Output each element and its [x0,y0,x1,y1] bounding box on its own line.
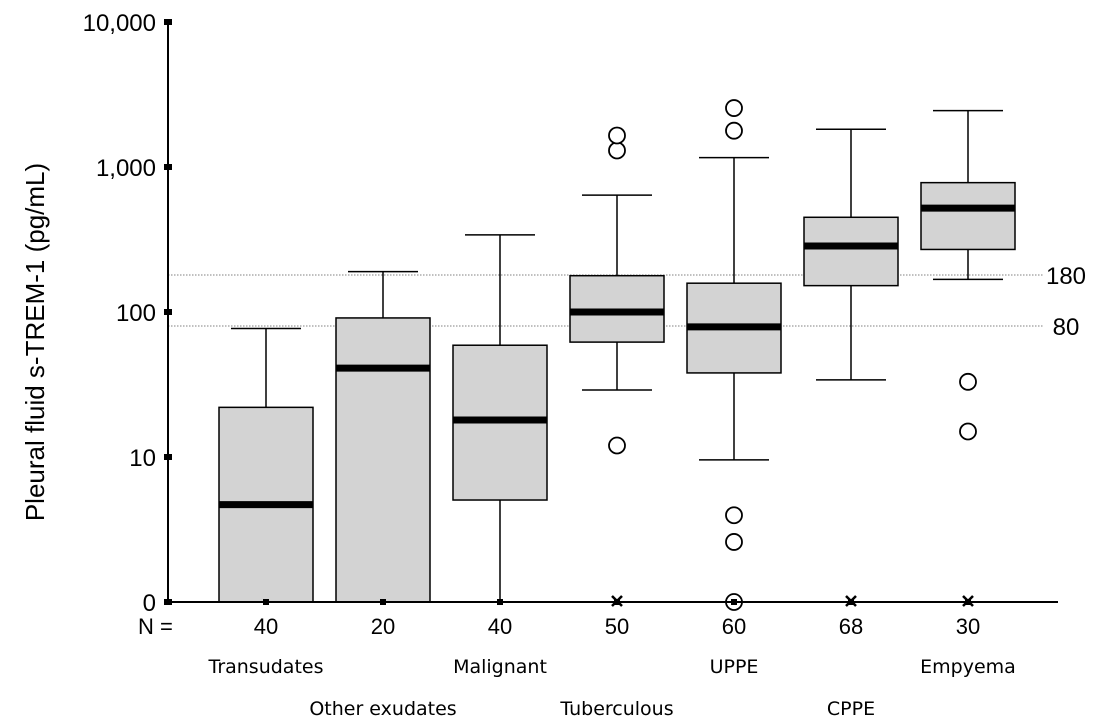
box-group [218,327,314,605]
n-count-label: 60 [722,614,746,639]
y-axis-title: Pleural fluid s-TREM-1 (pg/mL) [20,163,50,521]
y-tick-label: 10 [129,445,156,472]
box-group [335,270,431,605]
iqr-box [335,317,431,603]
outlier-point [725,533,743,551]
y-ticks: 0 10 100 1,000 10,000 [83,10,172,617]
n-count-label: 50 [605,614,629,639]
y-tick-mark [164,599,172,605]
category-label: Tuberculous [559,698,673,720]
outlier-point [608,436,626,455]
y-tick-label: 10,000 [83,10,156,37]
outlier-point [725,121,743,140]
box-group [920,109,1016,607]
y-tick-label: 0 [143,590,156,617]
n-prefix-label: N = [138,614,173,639]
y-tick-label: 1,000 [96,155,156,182]
reference-line-label: 80 [1053,314,1080,341]
category-label: UPPE [710,656,759,678]
box-group [686,99,782,611]
category-label: Malignant [453,656,547,678]
outlier-point [725,506,743,525]
outlier-point [959,422,977,441]
outlier-point [608,126,626,145]
box-group [452,234,548,605]
category-label: Transudates [208,656,324,678]
n-count-label: 20 [371,614,395,639]
category-label: Other exudates [309,698,456,720]
y-tick-label: 100 [116,300,156,327]
outlier-point [725,99,743,117]
x-labels: 40 Transudates 20 Other exudates 40 Malignant… [208,614,1016,720]
reference-line-label: 180 [1046,263,1086,290]
box-groups [218,99,1016,611]
category-label: CPPE [827,698,875,720]
iqr-box [920,181,1016,251]
y-tick-mark [164,454,172,460]
outlier-point [608,141,626,160]
box-group [803,128,899,607]
category-label: Empyema [920,656,1016,678]
y-tick-mark [164,309,172,315]
box-group [569,126,665,607]
y-tick-mark [164,164,172,170]
y-tick-mark [164,19,172,25]
n-count-label: 40 [254,614,278,639]
n-count-label: 30 [956,614,980,639]
outlier-point [959,372,977,391]
iqr-box [803,216,899,287]
n-count-label: 68 [839,614,863,639]
n-count-label: 40 [488,614,512,639]
